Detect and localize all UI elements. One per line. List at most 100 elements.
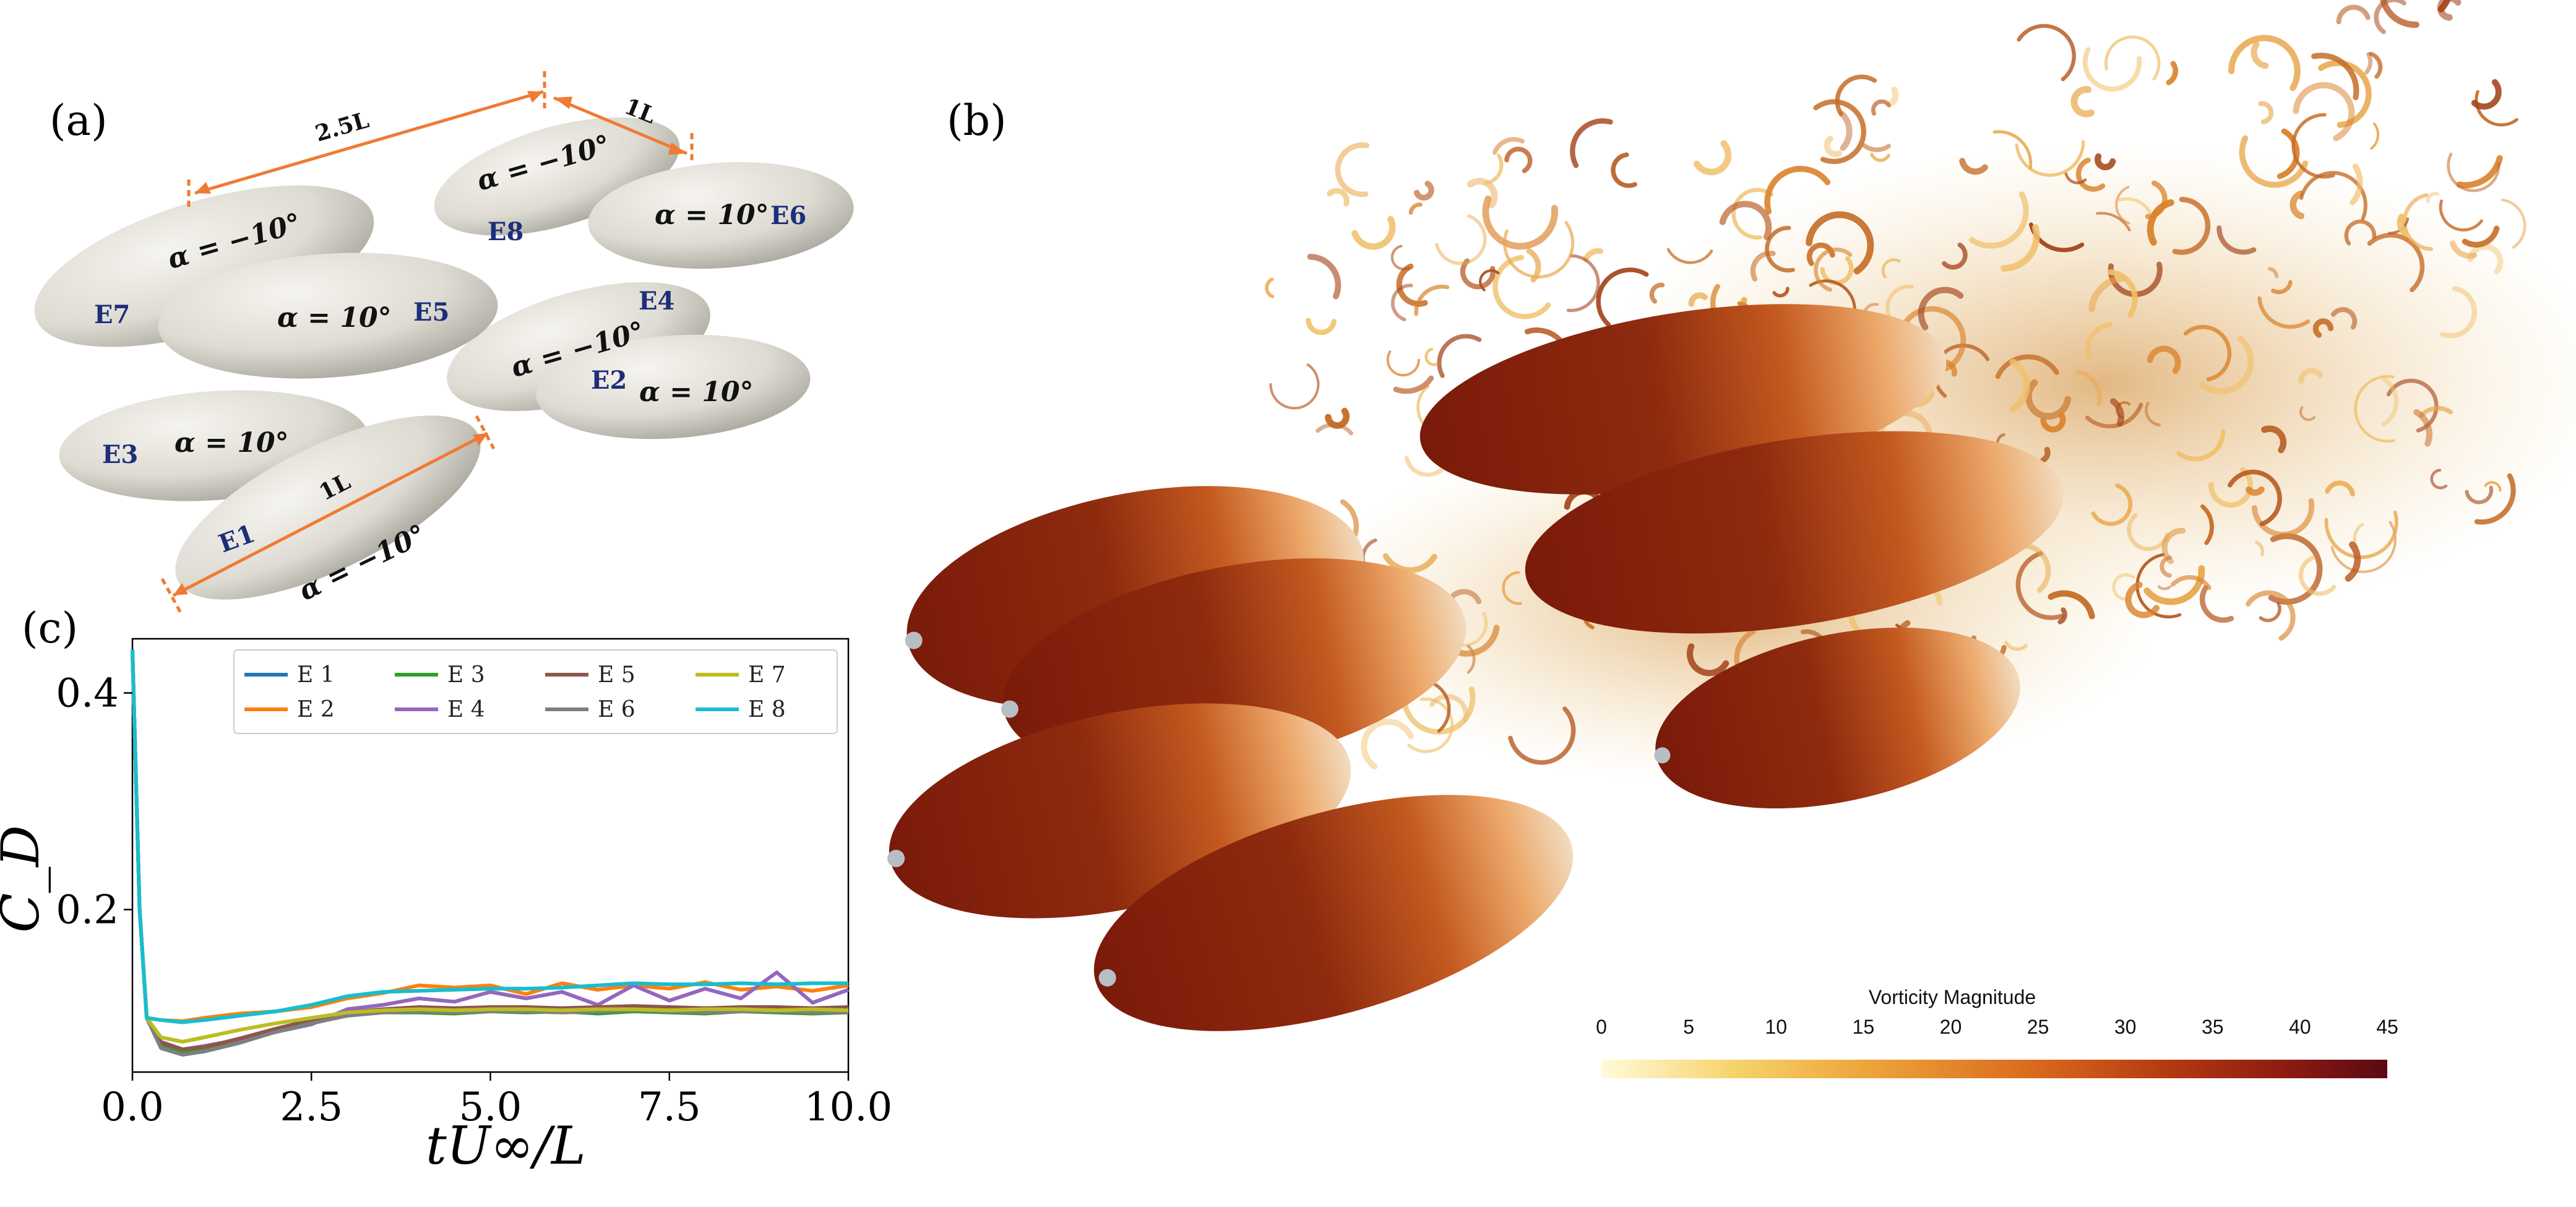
ellipsoid-name-e8: E8 [488,217,523,246]
vortex-tube [2110,398,2124,427]
x-tick-label: 7.5 [638,1084,701,1130]
vortex-tube [2048,590,2095,620]
ellipsoid-name-e6: E6 [770,201,806,230]
vortex-tube [2450,240,2478,259]
vortex-tube [2160,555,2173,578]
vortex-tube [2251,41,2269,69]
vortex-tube [2380,0,2419,28]
vortex-tube [2251,498,2315,537]
vortex-tube [2367,233,2425,293]
vortex-tube [1968,191,2029,249]
vortex-tube [1335,142,1369,197]
vortex-tube [2293,82,2355,142]
vortex-tube [2228,35,2301,92]
vortex-tube [1503,220,1575,279]
panel-b-label: (b) [947,97,1007,145]
vortex-tube [2318,60,2372,128]
vortex-tube [1429,694,1469,722]
vortex-tube [2096,212,2131,231]
vortex-tube [1351,216,1396,250]
vortex-tube [1686,643,1730,677]
vortex-tube [1942,242,1968,270]
vortex-tube [2125,581,2160,618]
vortex-tube [2261,425,2287,454]
panel-a-label: (a) [50,97,108,145]
vortex-tube [2228,469,2282,527]
vortex-tube [2216,225,2257,255]
vortex-tube [1583,248,1604,262]
vortex-tube [1460,258,1496,290]
vortex-tube [1502,571,1523,605]
dimension-spacing-label: 2.5L [312,107,372,147]
vortex-tube [2271,280,2293,295]
vortex-tube [1992,130,2033,170]
ellipsoid-e5 [158,253,498,379]
legend-label: E 8 [748,697,786,722]
vortex-tube [1824,136,1842,157]
vortex-tube [2085,322,2113,358]
vortex-tube [2147,345,2181,374]
vortex-tube [1435,214,1487,266]
angle-label-e3: α = 10° [174,427,289,459]
vortex-tube [1408,202,1423,215]
vortex-tube [2311,53,2359,100]
series-line-e8 [131,649,848,1024]
ellipsoid-name-e3: E3 [102,440,138,469]
vortex-tube [1666,248,1713,264]
vortex-tube [2015,140,2085,177]
vortex-tube [1596,267,1649,327]
vortex-tube [2198,335,2254,395]
colorbar-title: Vorticity Magnitude [1869,986,2036,1008]
vortex-tube [2299,171,2367,221]
vortex-tube [1325,407,1350,429]
vortex-tube [2258,101,2274,124]
vortex-tube [2381,377,2399,427]
vortex-tube [1424,347,1438,366]
vortex-tube [2064,172,2087,184]
vortex-tube [1327,188,1350,207]
vortex-tube [2245,486,2265,496]
vortex-tube [2246,590,2296,641]
vortex-tube [1839,111,1853,151]
vortex-tube [2070,86,2095,118]
angle-label-e6: α = 10° [655,199,769,231]
vortex-tube [2370,122,2380,150]
legend-label: E 2 [297,697,335,722]
vortex-tube [2430,469,2448,490]
vortex-tube [2290,190,2305,220]
vortex-tube [2057,607,2067,625]
vortex-tube [2161,527,2186,565]
vortex-tube [2426,191,2440,204]
x-tick-label: 5.0 [459,1084,522,1130]
vortex-tube [1390,244,1411,270]
vortex-tube [2199,585,2234,623]
colorbar-ticks: 0 5 10 15 20 25 30 35 40 45 [1596,1016,2398,1038]
vortex-tube [2176,429,2226,462]
vortex-tube [1719,201,1772,240]
vortex-tube [1918,287,1964,331]
vortex-tube [1688,292,1708,307]
colorbar-tick-label: 15 [1853,1016,1875,1038]
vortex-tube [2439,199,2483,231]
vortex-tube [2299,406,2316,422]
panel-c-label: (c) [22,604,78,653]
series-line-e7 [131,649,849,1044]
vortex-tube [2298,368,2324,384]
vortex-tube [1361,719,1414,770]
vortex-tube [2208,467,2253,508]
vortex-tube [2004,640,2028,651]
vortex-tube [2157,585,2172,591]
vortex-tube [1871,99,1891,116]
vortex-tube [2291,113,2335,179]
vortex-tube [1765,225,1795,273]
ellipsoid-e7 [34,185,374,347]
vortex-tube [2267,267,2279,279]
vortex-tube [1611,152,1637,188]
vortex-tube [2462,225,2500,248]
legend: E 1 E 2 E 3 E 4 E 5 E 6 E 7 E 8 [244,662,786,722]
chart-lines [131,649,850,1057]
vortex-tube [1693,140,1732,176]
vortex-tube [1467,644,1476,674]
legend-label: E 6 [598,697,635,722]
vortex-tube [2239,135,2309,188]
